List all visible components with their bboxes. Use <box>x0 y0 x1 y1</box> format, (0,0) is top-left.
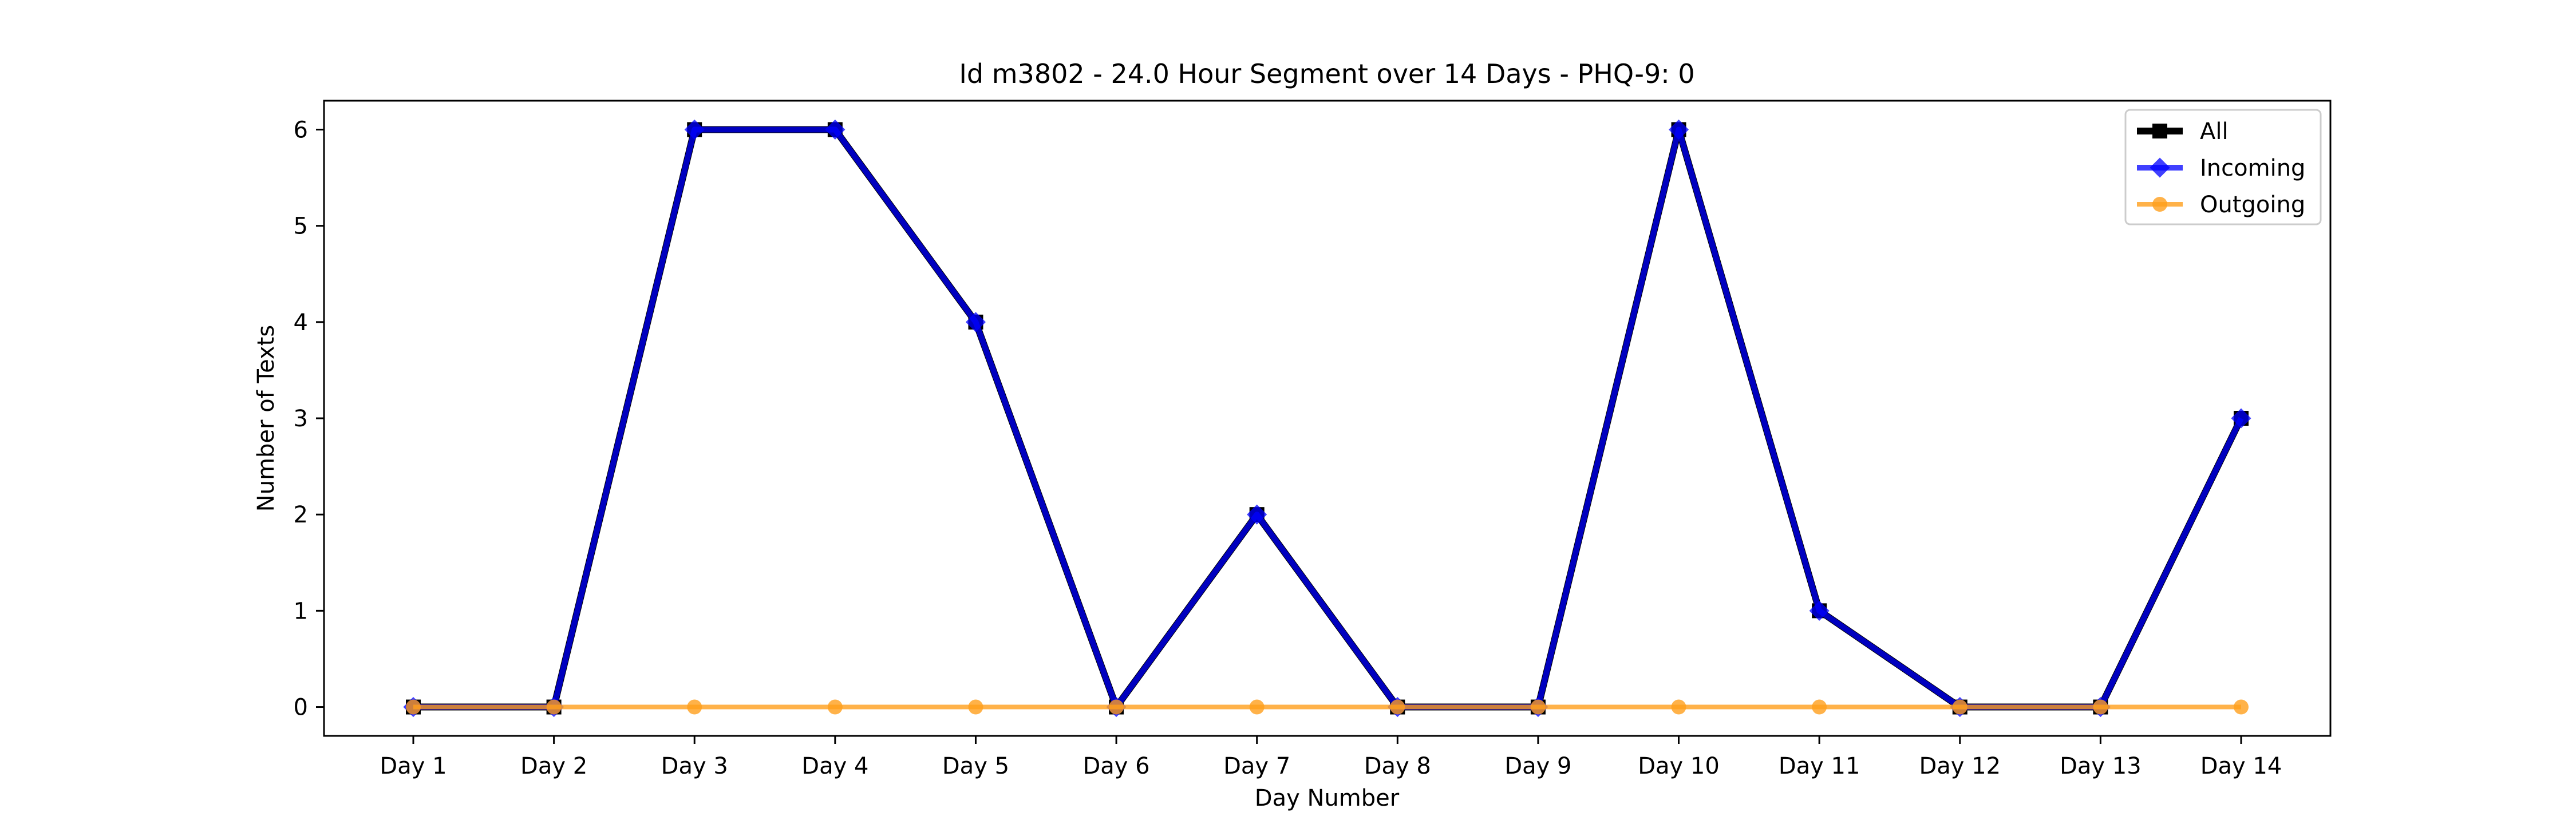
x-tick-label: Day 9 <box>1504 753 1571 779</box>
data-point <box>1952 699 1967 715</box>
legend-frame <box>2124 109 2322 225</box>
x-tick-label: Day 13 <box>2060 753 2142 779</box>
data-point <box>2231 408 2251 429</box>
data-point <box>1247 504 1267 525</box>
data-point <box>1812 699 1827 715</box>
y-tick-label: 4 <box>294 310 308 336</box>
y-tick-label: 5 <box>294 213 308 240</box>
x-tick-label: Day 8 <box>1364 753 1431 779</box>
x-tick-label: Day 11 <box>1779 753 1860 779</box>
data-point <box>965 312 986 332</box>
data-point <box>1671 699 1686 715</box>
series-line <box>413 126 2245 711</box>
y-tick-label: 2 <box>294 502 308 528</box>
data-point <box>684 119 705 140</box>
x-tick-label: Day 3 <box>661 753 728 779</box>
y-tick-label: 3 <box>294 406 308 432</box>
series-all <box>406 122 2249 715</box>
data-point <box>546 699 562 715</box>
data-point <box>1249 699 1265 715</box>
y-tick-label: 1 <box>294 598 308 624</box>
x-axis-label: Day Number <box>1255 785 1400 811</box>
x-axis: Day 1 Day 2 Day 3 Day 4 Day 5 Day 6 Day 7 Day 8… <box>380 736 2282 779</box>
legend-item-incoming: Incoming <box>2137 155 2305 181</box>
x-tick-label: Day 4 <box>801 753 868 779</box>
series-line <box>413 126 2244 710</box>
y-axis-label: Number of Texts <box>253 325 279 512</box>
x-tick-label: Day 6 <box>1082 753 1149 779</box>
x-tick-label: Day 10 <box>1638 753 1720 779</box>
x-tick-label: Day 14 <box>2200 753 2282 779</box>
y-axis: 0 1 2 3 4 5 6 <box>294 117 324 721</box>
legend-label: Outgoing <box>2200 192 2305 218</box>
x-tick-label: Day 2 <box>520 753 587 779</box>
series-incoming <box>403 119 2251 718</box>
data-point <box>968 699 983 715</box>
legend: All Incoming Outgoing <box>2124 109 2322 225</box>
legend-label: Incoming <box>2200 155 2305 181</box>
data-point <box>1390 699 1405 715</box>
data-point <box>1668 119 1689 140</box>
data-point <box>2093 699 2108 715</box>
data-point <box>2152 197 2167 212</box>
data-point <box>2152 124 2167 138</box>
data-point <box>1809 600 1830 621</box>
data-point <box>687 699 702 715</box>
legend-item-outgoing: Outgoing <box>2137 192 2305 218</box>
data-point <box>827 699 843 715</box>
data-point <box>825 119 846 140</box>
series-layer <box>403 119 2251 718</box>
data-point <box>1530 699 1546 715</box>
y-tick-label: 0 <box>294 695 308 721</box>
y-tick-label: 6 <box>294 117 308 143</box>
x-tick-label: Day 5 <box>942 753 1009 779</box>
data-point <box>2150 157 2170 178</box>
legend-label: All <box>2200 118 2229 145</box>
data-point <box>2234 699 2249 715</box>
chart-title: Id m3802 - 24.0 Hour Segment over 14 Day… <box>959 58 1694 89</box>
data-point <box>1109 699 1124 715</box>
legend-item-all: All <box>2137 118 2229 145</box>
x-tick-label: Day 12 <box>1919 753 2001 779</box>
series-outgoing <box>406 699 2249 715</box>
x-tick-label: Day 7 <box>1223 753 1290 779</box>
x-tick-label: Day 1 <box>380 753 447 779</box>
data-point <box>406 699 421 715</box>
